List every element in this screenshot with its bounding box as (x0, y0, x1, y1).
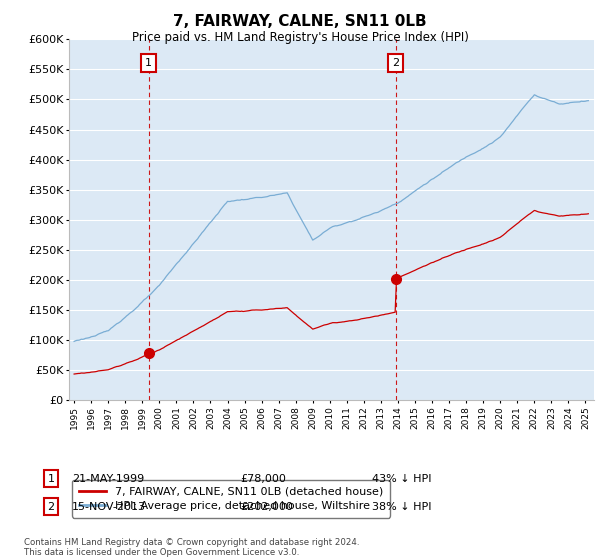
Text: 1: 1 (145, 58, 152, 68)
Text: 38% ↓ HPI: 38% ↓ HPI (372, 502, 431, 512)
Text: 2: 2 (392, 58, 400, 68)
Legend: 7, FAIRWAY, CALNE, SN11 0LB (detached house), HPI: Average price, detached house: 7, FAIRWAY, CALNE, SN11 0LB (detached ho… (72, 480, 390, 517)
Text: 7, FAIRWAY, CALNE, SN11 0LB: 7, FAIRWAY, CALNE, SN11 0LB (173, 14, 427, 29)
Text: Price paid vs. HM Land Registry's House Price Index (HPI): Price paid vs. HM Land Registry's House … (131, 31, 469, 44)
Text: 21-MAY-1999: 21-MAY-1999 (72, 474, 144, 484)
Text: 15-NOV-2013: 15-NOV-2013 (72, 502, 146, 512)
Text: 1: 1 (47, 474, 55, 484)
Text: £78,000: £78,000 (240, 474, 286, 484)
Text: £202,000: £202,000 (240, 502, 293, 512)
Text: 2: 2 (47, 502, 55, 512)
Text: Contains HM Land Registry data © Crown copyright and database right 2024.
This d: Contains HM Land Registry data © Crown c… (24, 538, 359, 557)
Text: 43% ↓ HPI: 43% ↓ HPI (372, 474, 431, 484)
